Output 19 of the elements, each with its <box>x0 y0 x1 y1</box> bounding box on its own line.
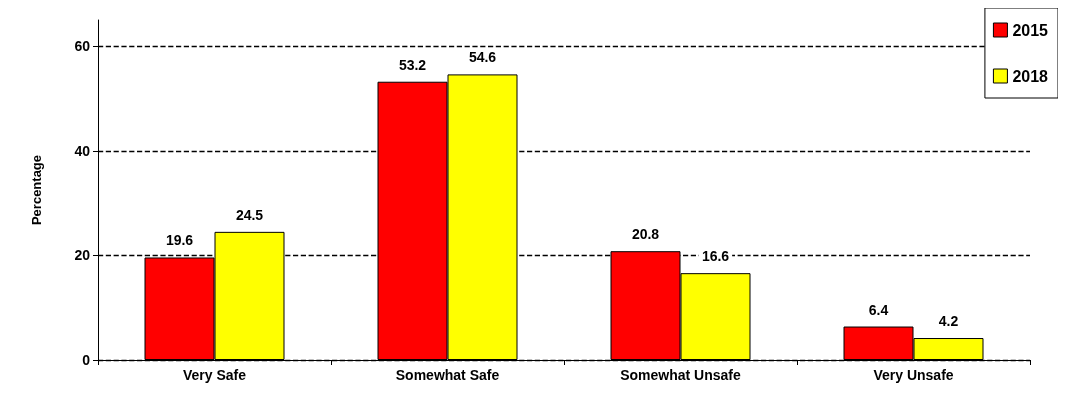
y-tick-label: 60 <box>74 38 91 55</box>
data-label: 24.5 <box>235 206 264 223</box>
data-label: 53.2 <box>398 56 427 73</box>
x-tick-label: Somewhat Safe <box>395 367 500 383</box>
data-label: 4.2 <box>938 313 959 330</box>
x-tick-label: Somewhat Unsafe <box>620 367 741 383</box>
data-label: 16.6 <box>701 248 730 265</box>
legend-label: 2018 <box>1012 67 1049 85</box>
y-tick-label: 40 <box>74 142 91 159</box>
y-axis-title: Percentage <box>29 154 44 226</box>
y-tick-label: 20 <box>74 247 91 264</box>
data-label: 6.4 <box>868 301 889 318</box>
x-tick-label: Very Safe <box>182 367 247 383</box>
y-tick-label: 0 <box>82 352 91 368</box>
x-tick-label: Very Unsafe <box>873 367 954 383</box>
data-label: 54.6 <box>468 49 497 66</box>
data-label: 19.6 <box>165 232 194 249</box>
legend-label: 2015 <box>1012 21 1049 39</box>
data-label: 20.8 <box>631 226 660 243</box>
